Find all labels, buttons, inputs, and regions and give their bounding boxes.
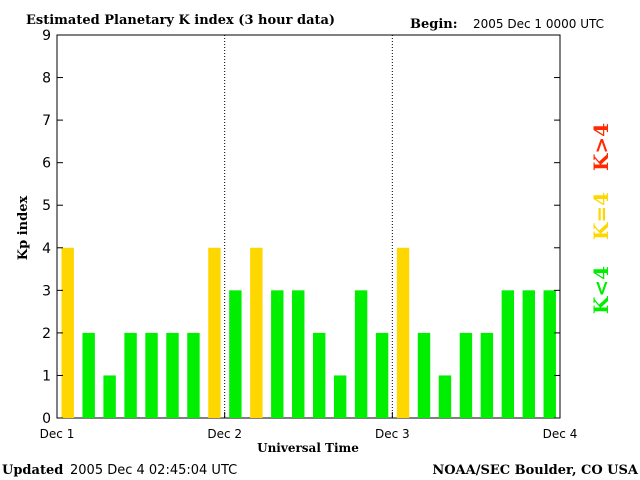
kp-bar — [375, 332, 389, 418]
y-tick-label: 9 — [42, 28, 51, 44]
y-tick-label: 5 — [42, 198, 51, 214]
legend-low: K<4 — [589, 266, 613, 314]
x-tick-label: Dec 2 — [207, 427, 242, 441]
kp-bar — [480, 332, 494, 418]
kp-bar — [103, 375, 116, 418]
kp-bar — [354, 290, 368, 418]
x-tick-label: Dec 4 — [543, 427, 578, 441]
kp-bar — [333, 375, 347, 418]
kp-bar — [543, 290, 556, 418]
y-tick-label: 8 — [42, 71, 51, 87]
kp-bar — [313, 332, 326, 418]
kp-bar — [166, 332, 179, 418]
x-tick-label: Dec 3 — [375, 427, 410, 441]
kp-bar — [250, 247, 263, 418]
chart-title: Estimated Planetary K index (3 hour data… — [26, 13, 335, 28]
day-separators — [224, 35, 393, 418]
kp-bar — [82, 332, 95, 418]
kp-bar — [459, 332, 473, 418]
legend-high: K>4 — [589, 123, 613, 171]
updated-value: 2005 Dec 4 02:45:04 UTC — [70, 463, 237, 478]
y-tick-label: 2 — [42, 326, 51, 342]
y-tick-label: 0 — [42, 411, 51, 427]
y-tick-label: 3 — [42, 283, 51, 299]
begin-value: 2005 Dec 1 0000 UTC — [473, 17, 604, 31]
kp-bar — [61, 247, 74, 418]
x-axis-ticks: Dec 1 Dec 2 Dec 3 Dec 4 — [40, 412, 578, 441]
y-tick-label: 7 — [42, 113, 51, 129]
plot-frame — [56, 34, 561, 419]
x-tick-label: Dec 1 — [40, 427, 75, 441]
y-axis-label: Kp index — [16, 196, 31, 261]
y-axis-ticks: 0 1 2 3 4 5 6 7 8 9 — [42, 28, 560, 427]
kp-bar — [271, 290, 284, 418]
kp-bar — [438, 375, 452, 418]
kp-bar — [208, 247, 221, 418]
begin-label: Begin: — [410, 17, 458, 32]
kp-bar — [145, 332, 158, 418]
kp-bar — [417, 332, 431, 418]
legend-mid: K=4 — [589, 192, 613, 240]
y-tick-label: 1 — [42, 368, 51, 384]
kp-bar — [292, 290, 305, 418]
kp-bar — [124, 332, 137, 418]
kp-bar — [229, 290, 242, 418]
kp-bar — [187, 332, 200, 418]
updated-label: Updated — [2, 463, 63, 478]
y-tick-label: 4 — [42, 241, 51, 257]
x-axis-label: Universal Time — [257, 441, 359, 455]
kp-bar — [522, 290, 535, 418]
source-credit: NOAA/SEC Boulder, CO USA — [432, 463, 639, 478]
kp-bar — [396, 247, 410, 418]
bars-group — [61, 247, 556, 418]
y-tick-label: 6 — [42, 156, 51, 172]
kp-bar — [501, 290, 515, 418]
